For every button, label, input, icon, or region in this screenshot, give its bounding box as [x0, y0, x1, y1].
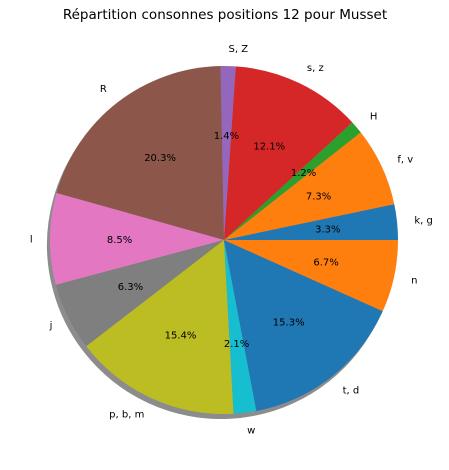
- pie-label-n: n: [411, 276, 417, 287]
- pie-percent-n: 6.7%: [313, 257, 338, 268]
- pie-percent-s-z: 1.4%: [214, 131, 239, 142]
- pie-slice-l: [50, 192, 225, 285]
- pie-percent-l: 8.5%: [107, 235, 132, 246]
- pie-label-k-g: k, g: [414, 216, 433, 227]
- pie-slice-k-g: [224, 204, 398, 240]
- pie-percent-p-b-m: 15.4%: [165, 330, 197, 341]
- pie-label-f-v: f, v: [397, 154, 413, 165]
- pie-slice-t-d: [224, 240, 383, 411]
- pie-label-s-z: s, z: [307, 63, 324, 74]
- pie-slice-f-v: [224, 132, 395, 240]
- pie-slice-r: [56, 66, 224, 240]
- pie-label-j: j: [49, 320, 53, 331]
- pie-label-r: R: [100, 84, 107, 95]
- pie-percent-r: 20.3%: [144, 153, 176, 164]
- pie-slice-s-z: [224, 66, 353, 241]
- pie-slice-j: [55, 240, 224, 347]
- pie-percent-labels: 3.3% 7.3% 1.2% 12.1% 1.4% 20.3% 8.5% 6.3% 15.4% 2…: [107, 131, 341, 350]
- pie-percent-t-d: 15.3%: [273, 317, 305, 328]
- pie-percent-w: 2.1%: [224, 339, 249, 350]
- pie-slice-s-z: [220, 65, 236, 240]
- pie-percent-j: 6.3%: [118, 282, 143, 293]
- pie-label-w: w: [247, 425, 255, 436]
- pie-percent-f-v: 7.3%: [306, 191, 331, 202]
- pie-slice-w: [224, 240, 257, 414]
- pie-percent-h: 1.2%: [291, 168, 316, 179]
- pie-slice-p-b-m: [86, 240, 234, 415]
- pie-label-p-b-m: p, b, m: [109, 410, 144, 421]
- pie-label-l: l: [30, 234, 33, 245]
- pie-percent-k-g: 3.3%: [315, 225, 340, 236]
- pie-label-s-z: S, Z: [229, 44, 249, 55]
- pie-slice-n: [224, 240, 398, 312]
- pie-label-t-d: t, d: [343, 386, 360, 397]
- pie-category-labels: k, g f, v Hs, z S, Z Rl j p, b, m w t, d n: [30, 44, 433, 436]
- pie-slices: [50, 65, 398, 415]
- pie-slice-h: [224, 122, 361, 240]
- chart-title: Répartition consonnes positions 12 pour …: [63, 7, 387, 23]
- pie-percent-s-z: 12.1%: [253, 141, 285, 152]
- pie-label-h: H: [370, 112, 378, 123]
